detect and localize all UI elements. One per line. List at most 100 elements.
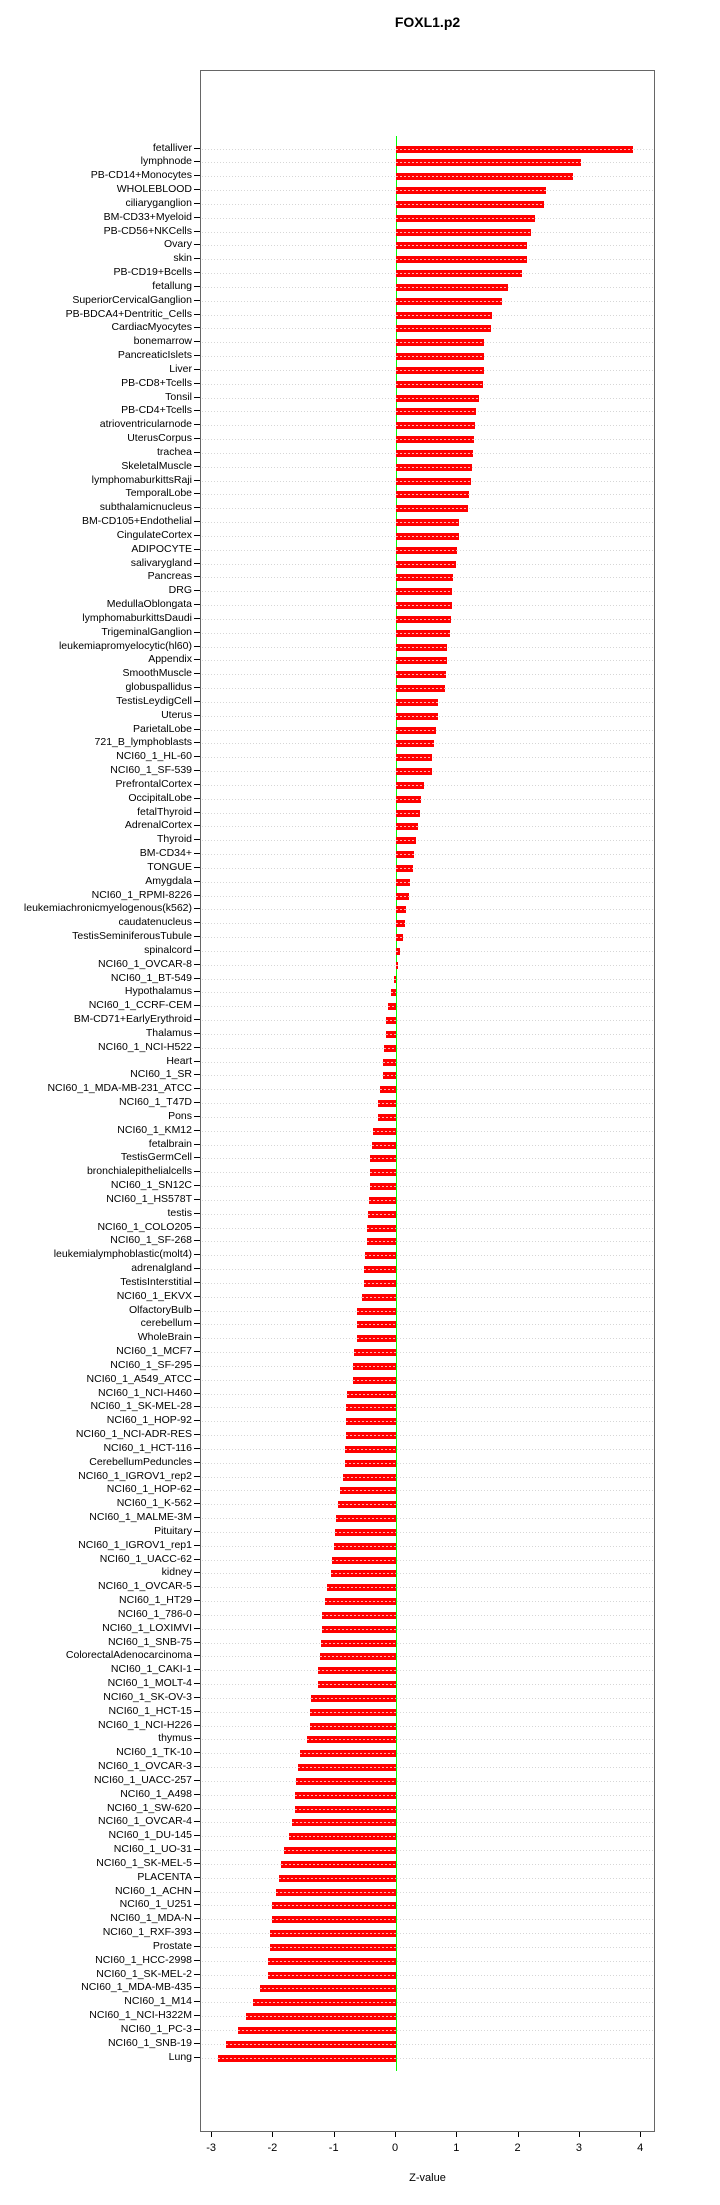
bar-dash-texture bbox=[396, 549, 457, 551]
y-tick bbox=[194, 1613, 200, 1615]
y-axis-label: kidney bbox=[161, 1566, 192, 1579]
y-axis-label: NCI60_1_HOP-92 bbox=[106, 1414, 192, 1427]
y-axis-label: UterusCorpus bbox=[127, 432, 192, 444]
bar bbox=[396, 781, 425, 789]
x-tick bbox=[395, 2132, 396, 2137]
y-axis-label: trachea bbox=[156, 445, 192, 458]
y-axis-label: NCI60_1_K-562 bbox=[116, 1497, 192, 1510]
y-axis-label: atrioventricularnode bbox=[99, 418, 192, 431]
y-axis-label: NCI60_1_MALME-3M bbox=[89, 1511, 192, 1524]
bar bbox=[396, 920, 406, 928]
bar bbox=[396, 574, 453, 582]
bar-dash-texture bbox=[396, 259, 527, 261]
y-tick bbox=[194, 1005, 200, 1007]
bar bbox=[276, 1888, 396, 1896]
grid-line bbox=[202, 1310, 653, 1312]
bar-dash-texture bbox=[396, 577, 453, 579]
bar bbox=[396, 422, 476, 430]
bar-dash-texture bbox=[382, 1075, 396, 1077]
bar-dash-texture bbox=[396, 314, 492, 316]
bar-dash-texture bbox=[335, 1518, 396, 1520]
y-axis-label: Appendix bbox=[148, 653, 192, 666]
y-axis-label: leukemiachronicmyelogenous(k562) bbox=[23, 902, 192, 915]
y-axis-label: NCI60_1_CCRF-CEM bbox=[88, 999, 192, 1012]
y-axis-label: lymphnode bbox=[140, 155, 192, 168]
bar bbox=[310, 1694, 396, 1702]
y-tick bbox=[194, 327, 200, 329]
y-tick bbox=[194, 1309, 200, 1311]
bar bbox=[327, 1584, 396, 1592]
bar-dash-texture bbox=[322, 1614, 396, 1616]
grid-line bbox=[202, 1960, 653, 1962]
y-tick bbox=[194, 1254, 200, 1256]
bar-dash-texture bbox=[327, 1587, 396, 1589]
grid-line bbox=[202, 1476, 653, 1478]
bar bbox=[393, 975, 396, 983]
bar-dash-texture bbox=[344, 1462, 396, 1464]
bar-dash-texture bbox=[321, 1642, 396, 1644]
y-axis-label: Pituitary bbox=[154, 1524, 192, 1537]
grid-line bbox=[202, 1974, 653, 1976]
grid-line bbox=[202, 1103, 653, 1105]
y-axis-label: ciliaryganglion bbox=[125, 196, 192, 209]
bar bbox=[396, 947, 400, 955]
bar-dash-texture bbox=[368, 1213, 396, 1215]
y-tick bbox=[194, 479, 200, 481]
bar bbox=[396, 366, 484, 374]
bar-dash-texture bbox=[339, 1490, 396, 1492]
y-tick bbox=[194, 576, 200, 578]
y-tick bbox=[194, 631, 200, 633]
y-axis-label: NCI60_1_SK-MEL-28 bbox=[90, 1400, 192, 1413]
bar bbox=[369, 1196, 396, 1204]
grid-line bbox=[202, 1504, 653, 1506]
grid-line bbox=[202, 1573, 653, 1575]
y-axis-label: leukemiapromyelocytic(hl60) bbox=[58, 639, 192, 652]
y-axis-label: testis bbox=[167, 1206, 192, 1219]
y-tick bbox=[194, 451, 200, 453]
bar bbox=[271, 1916, 396, 1924]
grid-line bbox=[202, 1282, 653, 1284]
bar-dash-texture bbox=[396, 190, 547, 191]
bar-dash-texture bbox=[372, 1144, 396, 1146]
bar bbox=[396, 353, 485, 360]
bar bbox=[269, 1943, 396, 1951]
bar bbox=[318, 1681, 396, 1689]
bar-dash-texture bbox=[319, 1656, 396, 1658]
bar-dash-texture bbox=[344, 1448, 396, 1450]
grid-line bbox=[202, 798, 653, 800]
y-axis-label: TONGUE bbox=[147, 860, 192, 873]
bar-dash-texture bbox=[354, 1352, 396, 1354]
bar bbox=[343, 1473, 396, 1481]
grid-line bbox=[202, 1518, 653, 1520]
y-axis-label: salivarygland bbox=[130, 556, 192, 569]
grid-line bbox=[202, 1296, 653, 1298]
x-tick-label: -1 bbox=[328, 2142, 339, 2154]
y-axis-label: Amygdala bbox=[145, 874, 192, 887]
bar-dash-texture bbox=[306, 1739, 396, 1741]
bar-dash-texture bbox=[324, 1601, 396, 1603]
grid-line bbox=[202, 1587, 653, 1589]
bar bbox=[370, 1155, 396, 1163]
y-axis-label: NCI60_1_A549_ATCC bbox=[86, 1372, 192, 1385]
y-tick bbox=[194, 839, 200, 841]
bar bbox=[396, 906, 406, 914]
bar-dash-texture bbox=[380, 1089, 396, 1091]
y-tick bbox=[194, 1669, 200, 1671]
y-axis-label: Hypothalamus bbox=[124, 985, 192, 998]
y-axis-label: NCI60_1_SF-295 bbox=[110, 1358, 192, 1371]
y-tick bbox=[194, 1793, 200, 1795]
y-tick bbox=[194, 1821, 200, 1823]
bar-dash-texture bbox=[396, 729, 436, 731]
y-axis-label: BM-CD34+ bbox=[139, 847, 192, 860]
y-tick bbox=[194, 396, 200, 398]
bar-dash-texture bbox=[369, 1172, 396, 1174]
y-axis-label: NCI60_1_ACHN bbox=[114, 1884, 192, 1897]
y-axis-label: NCI60_1_A498 bbox=[120, 1787, 192, 1800]
x-tick-label: 4 bbox=[637, 2142, 644, 2154]
bar-dash-texture bbox=[292, 1822, 396, 1824]
bar bbox=[289, 1833, 396, 1841]
bar-dash-texture bbox=[283, 1850, 396, 1852]
bar-dash-texture bbox=[346, 1393, 396, 1395]
y-tick bbox=[194, 1572, 200, 1574]
bar-dash-texture bbox=[396, 563, 457, 565]
